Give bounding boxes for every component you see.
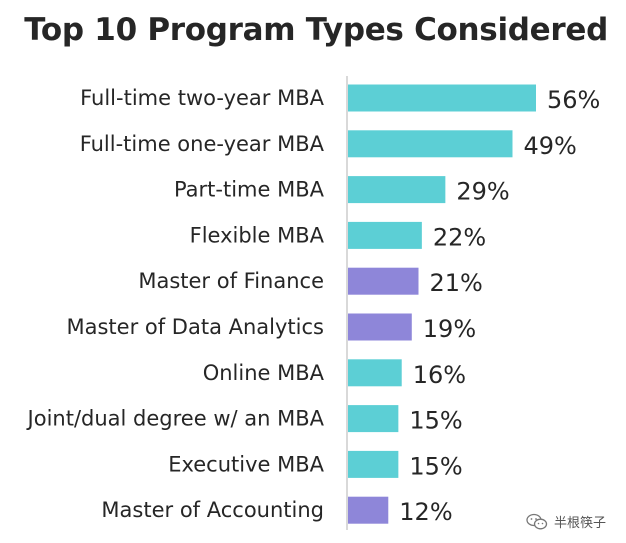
category-label: Full-time two-year MBA	[80, 86, 325, 110]
category-label: Part-time MBA	[174, 178, 325, 202]
watermark-text: 半根筷子	[553, 516, 606, 531]
bar	[348, 405, 399, 433]
value-label: 22%	[433, 223, 486, 251]
category-label: Online MBA	[203, 361, 325, 385]
value-label: 29%	[456, 178, 509, 206]
bar	[348, 176, 446, 204]
category-label: Joint/dual degree w/ an MBA	[26, 407, 325, 431]
category-label: Master of Data Analytics	[67, 315, 325, 339]
bar	[348, 450, 399, 478]
bar	[348, 221, 422, 249]
watermark: 半根筷子	[526, 512, 606, 531]
value-label: 15%	[409, 452, 462, 480]
chart-title: Top 10 Program Types Considered	[24, 12, 608, 48]
value-label: 16%	[413, 361, 466, 389]
value-label: 12%	[399, 498, 452, 526]
category-label: Full-time one-year MBA	[80, 132, 325, 156]
value-label: 19%	[423, 315, 476, 343]
bar	[348, 359, 402, 387]
bar	[348, 313, 412, 341]
bar	[348, 130, 513, 158]
value-label: 56%	[547, 86, 600, 114]
bars-layer: Full-time two-year MBA 56% Full-time one-y…	[26, 84, 600, 526]
bar	[348, 84, 536, 112]
category-label: Flexible MBA	[190, 223, 325, 247]
category-label: Master of Finance	[138, 269, 324, 293]
wechat-icon	[526, 513, 548, 529]
value-label: 21%	[430, 269, 483, 297]
category-label: Executive MBA	[168, 452, 324, 476]
value-label: 49%	[524, 132, 577, 160]
bar	[348, 267, 419, 295]
bar	[348, 496, 389, 524]
category-label: Master of Accounting	[101, 498, 324, 522]
value-label: 15%	[409, 407, 462, 435]
